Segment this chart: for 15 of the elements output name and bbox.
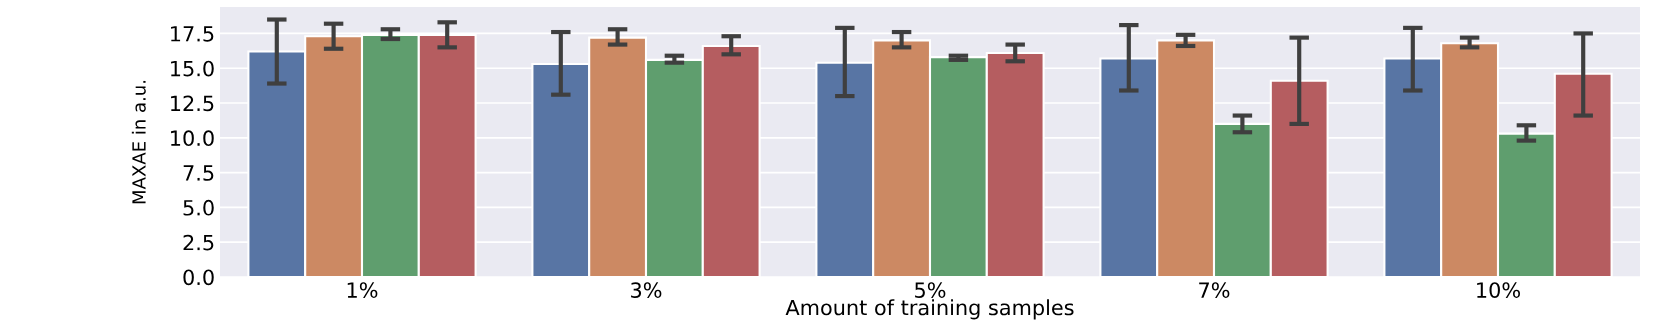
- x-axis-title: Amount of training samples: [785, 299, 1074, 320]
- y-tick-label: 12.5: [171, 95, 214, 112]
- x-tick-label: 3%: [631, 282, 662, 298]
- x-tick-label: 5%: [915, 282, 946, 298]
- x-tick-label: 1%: [347, 282, 378, 298]
- x-tick-label: 10%: [1477, 282, 1520, 298]
- y-tick-label: 7.5: [183, 165, 214, 181]
- y-tick-label: 2.5: [183, 234, 214, 251]
- y-tick-label: 0.0: [183, 269, 214, 286]
- x-tick-label: 7%: [1199, 282, 1230, 298]
- y-tick-label: 10.0: [171, 130, 214, 147]
- y-axis-title: MAXAE in a.u.: [131, 80, 146, 204]
- y-tick-label: 5.0: [183, 199, 214, 216]
- y-tick-label: 17.5: [171, 26, 214, 42]
- y-tick-label: 15.0: [171, 60, 214, 77]
